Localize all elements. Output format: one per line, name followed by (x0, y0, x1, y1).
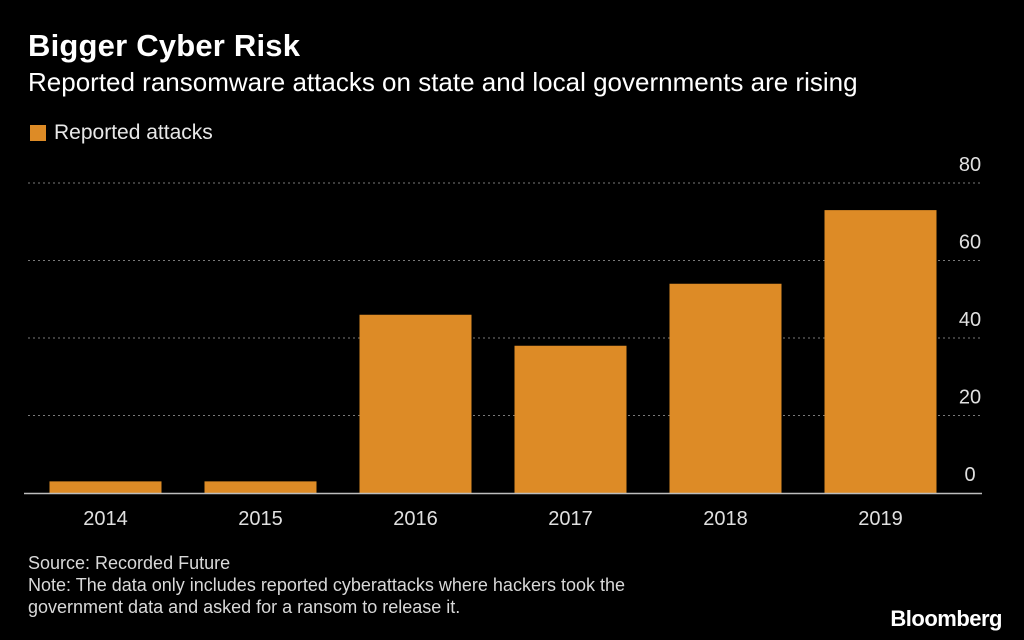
chart-title: Bigger Cyber Risk (28, 28, 301, 63)
chart-subtitle: Reported ransomware attacks on state and… (28, 67, 858, 97)
legend-swatch (30, 125, 46, 141)
bar-2015 (204, 481, 317, 493)
bar-2019 (824, 210, 937, 493)
y-tick-label: 40 (959, 309, 981, 331)
y-tick-label: 20 (959, 387, 981, 409)
bar-2016 (359, 314, 472, 493)
note-text-line-2: government data and asked for a ransom t… (28, 597, 461, 617)
bar-2018 (669, 283, 782, 493)
x-tick-label: 2019 (858, 508, 903, 530)
x-tick-label: 2016 (393, 508, 438, 530)
note-text-line-1: Note: The data only includes reported cy… (28, 575, 625, 595)
y-tick-label: 80 (959, 154, 981, 176)
legend: Reported attacks (30, 120, 213, 146)
y-tick-label: 60 (959, 232, 981, 254)
y-tick-label: 0 (964, 464, 975, 486)
x-tick-label: 2018 (703, 508, 748, 530)
legend-label: Reported attacks (54, 121, 213, 144)
bloomberg-logo: Bloomberg (890, 606, 1002, 631)
x-tick-label: 2014 (83, 508, 128, 530)
bar-2017 (514, 345, 627, 493)
source-text: Source: Recorded Future (28, 553, 231, 573)
x-tick-label: 2017 (548, 508, 593, 530)
bar-2014 (49, 481, 162, 493)
x-tick-label: 2015 (238, 508, 283, 530)
footnote: Source: Recorded Future Note: The data o… (28, 552, 625, 618)
